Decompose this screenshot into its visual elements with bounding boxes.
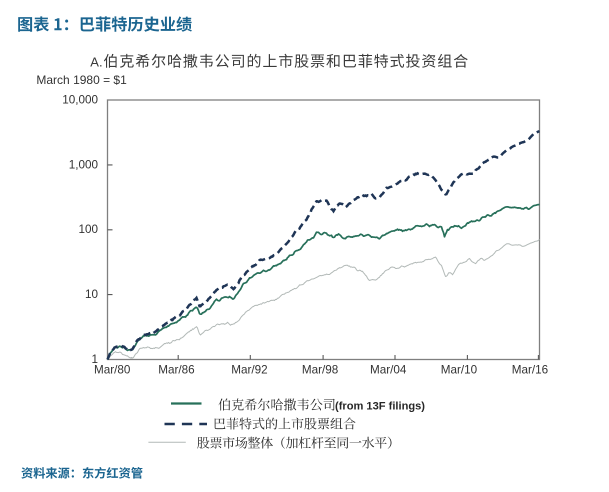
svg-text:Mar/86: Mar/86 — [158, 364, 194, 377]
svg-text:10,000: 10,000 — [62, 94, 98, 107]
svg-text:1: 1 — [91, 353, 98, 366]
svg-text:1,000: 1,000 — [69, 158, 99, 171]
svg-text:A.: A. — [90, 55, 102, 70]
svg-text:Mar/16: Mar/16 — [512, 364, 548, 377]
svg-text:(from 13F filings): (from 13F filings) — [335, 401, 425, 413]
svg-text:10: 10 — [85, 288, 99, 301]
svg-text:March 1980 = $1: March 1980 = $1 — [36, 73, 127, 87]
svg-text:Mar/92: Mar/92 — [231, 364, 267, 377]
svg-text:Mar/10: Mar/10 — [441, 364, 478, 377]
svg-text:Mar/04: Mar/04 — [370, 364, 407, 377]
svg-text:100: 100 — [78, 223, 98, 236]
svg-text:Mar/80: Mar/80 — [94, 364, 131, 377]
svg-text:Mar/98: Mar/98 — [302, 364, 338, 377]
